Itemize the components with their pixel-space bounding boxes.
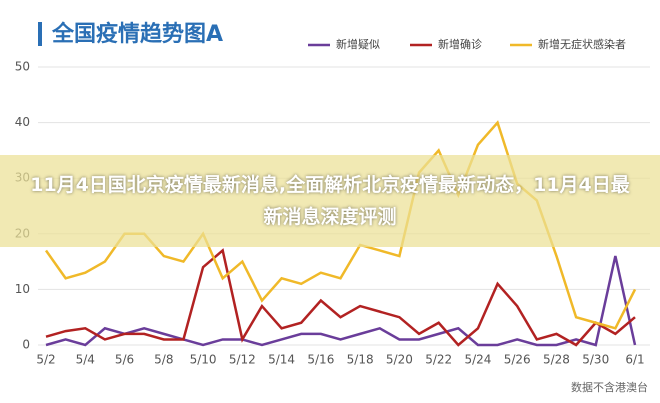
series-line [45, 248, 636, 347]
y-tick-label: 40 [15, 115, 30, 129]
x-tick-label: 5/20 [386, 353, 413, 367]
x-tick-label: 5/26 [504, 353, 531, 367]
x-tick-label: 5/24 [464, 353, 491, 367]
x-tick-label: 5/2 [36, 353, 55, 367]
x-tick-label: 5/18 [347, 353, 374, 367]
legend-label: 新增无症状感染者 [538, 37, 626, 51]
x-tick-label: 5/4 [76, 353, 95, 367]
banner: 11月4日国北京疫情最新消息,全面解析北京疫情最新动态，11月4日最新消息深度评… [0, 155, 660, 247]
title-bar [38, 22, 42, 46]
x-tick-label: 5/12 [229, 353, 256, 367]
source-note: 数据不含港澳台 [571, 380, 648, 394]
series-line [45, 255, 637, 347]
x-tick-label: 5/10 [190, 353, 217, 367]
x-tick-label: 5/22 [425, 353, 452, 367]
banner-text: 11月4日国北京疫情最新消息,全面解析北京疫情最新动态，11月4日最新消息深度评… [30, 174, 630, 228]
x-tick-label: 5/28 [543, 353, 570, 367]
x-tick-label: 5/30 [582, 353, 609, 367]
legend-label: 新增疑似 [336, 37, 380, 51]
chart-title: 全国疫情趋势图A [51, 21, 223, 47]
y-tick-label: 0 [22, 338, 30, 352]
y-tick-label: 10 [15, 282, 30, 296]
x-tick-label: 5/16 [307, 353, 334, 367]
x-tick-label: 5/14 [268, 353, 295, 367]
y-tick-label: 50 [15, 60, 30, 74]
x-tick-label: 5/6 [115, 353, 134, 367]
x-tick-label: 5/8 [154, 353, 173, 367]
legend-label: 新增确诊 [438, 37, 482, 51]
x-tick-label: 6/1 [625, 353, 644, 367]
